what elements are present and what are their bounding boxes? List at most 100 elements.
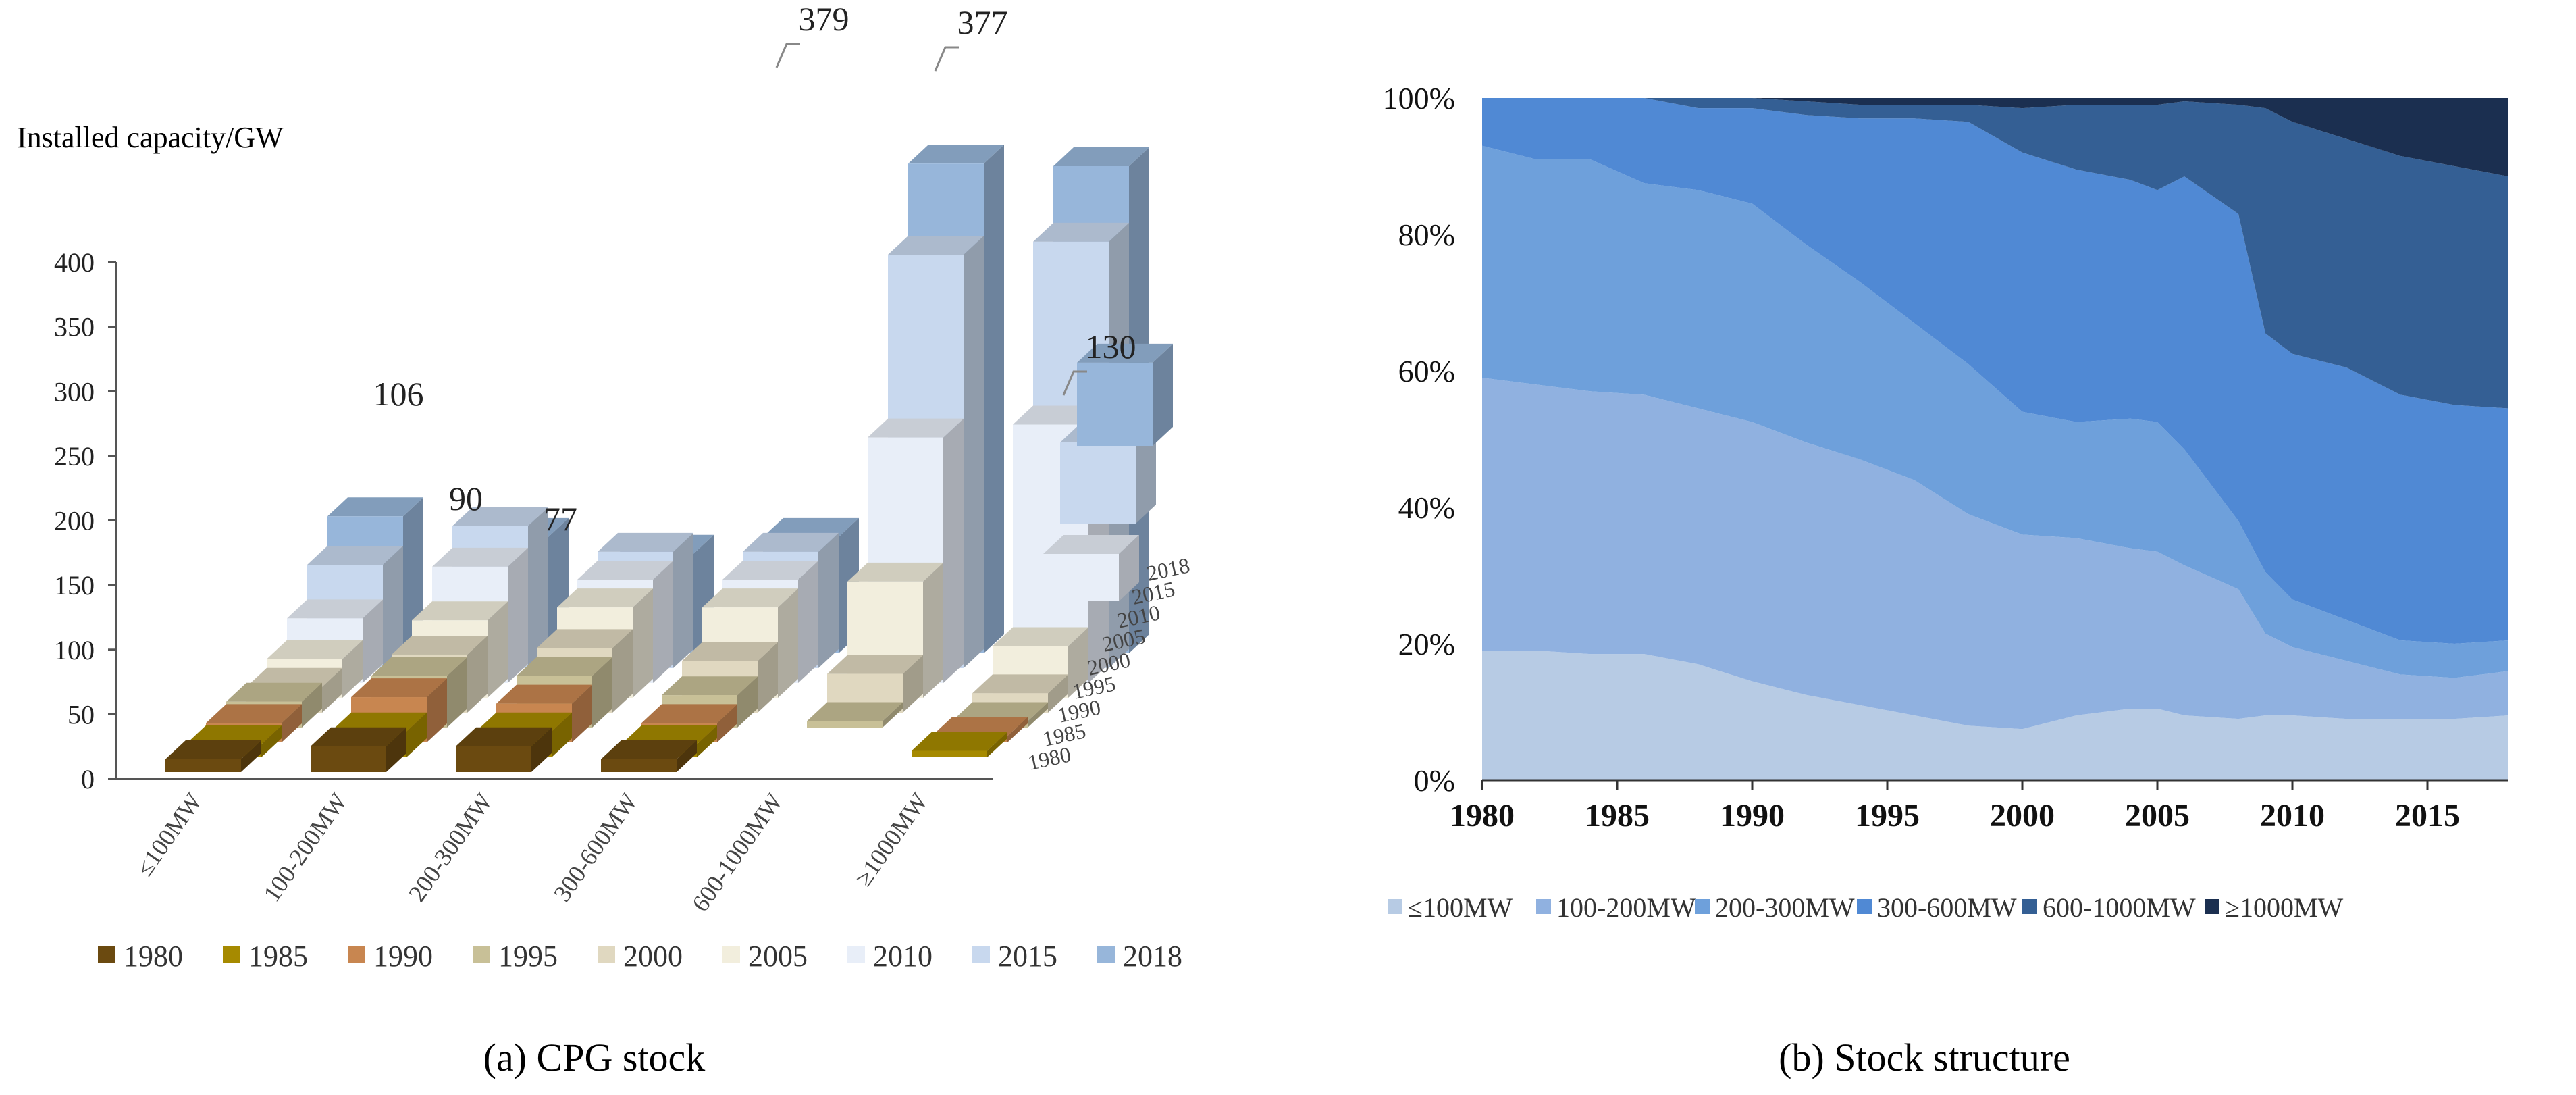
area-600-1000MW [1482,98,2508,409]
bar-top [392,635,488,655]
x-tick-label: 1980 [1450,798,1515,834]
bar-top [722,561,818,580]
category-label: 300-600MW [548,788,642,907]
value-label: 130 [1086,328,1136,365]
bar-side [1048,674,1068,713]
bar-front [1060,442,1136,524]
legend-label: 2005 [748,940,808,973]
value-label: 106 [373,375,424,413]
legend-label: 1980 [124,940,183,973]
bar-side [612,629,633,713]
bar-top [537,629,633,648]
bar-side [241,740,261,772]
bar-top [496,684,592,704]
bar-top [165,740,261,759]
legend-swatch [98,946,115,963]
bar-top [888,236,984,255]
bar-top [452,507,548,526]
bar-top [662,676,758,696]
legend-swatch [972,946,990,963]
bar-1980-1 [311,727,406,772]
bar-top [868,418,964,438]
y-tick-label: 150 [54,570,95,601]
legend-swatch [1695,899,1710,914]
bar-top [912,732,1007,751]
bar-front [912,750,987,757]
bar-side [592,657,612,728]
bar-side [697,725,717,757]
bar-side [673,532,693,668]
bar-top [682,642,778,661]
x-tick-label: 2005 [2125,798,2190,834]
x-tick-label: 1995 [1855,798,1920,834]
legend-label: 2000 [623,940,683,973]
bar-top [847,562,943,582]
bar-top [908,145,1004,164]
bar-top [1053,147,1149,166]
bar-top [432,547,528,567]
area-≥1000MW [1482,98,2508,177]
bar-top [972,674,1068,694]
bar-top [641,704,737,723]
bar-front [1043,554,1119,601]
legend-swatch [1857,899,1872,914]
bar-side [1119,535,1139,601]
y-tick-label: 40% [1398,490,1455,525]
bar-side [342,640,363,698]
bar-side [403,497,423,653]
bar-1980-0 [165,740,261,772]
legend-swatch [2022,899,2037,914]
bar-top [327,497,423,517]
category-label: 600-1000MW [687,788,788,917]
y-tick-label: 80% [1398,218,1455,252]
x-category-labels: ≤100MW 100-200MW 200-300MW 300-600MW 600-100… [131,788,933,917]
y-tick-label: 350 [54,312,95,342]
leader-line [775,43,800,68]
bar-top [267,640,363,659]
legend-swatch [1536,899,1551,914]
legend-label: 1990 [373,940,433,973]
area-300-600MW [1482,98,2508,644]
legend-swatch [722,946,740,963]
x-tick-label: 2010 [2260,798,2325,834]
bar-top [476,712,572,732]
legend-swatch [473,946,490,963]
area-≤100MW [1482,651,2508,780]
y-tick-label: 100 [54,635,95,665]
value-annotations: 106 90 77 379 377 130 [373,0,1136,538]
bar-side [903,655,923,713]
bar-top [311,727,406,746]
legend-label: 1995 [498,940,558,973]
bar-1980-2 [456,727,552,772]
bar-top [206,704,302,723]
legend-label: 600-1000MW [2043,892,2196,923]
bar-front [1077,362,1153,446]
bar-side [488,601,508,698]
bar-side [633,588,653,698]
value-label: 379 [799,0,849,38]
bar-top [763,517,859,537]
bar-side [984,145,1004,654]
bar-top [371,657,467,676]
bar-side [798,561,818,683]
category-label: ≤100MW [131,788,207,881]
bar-top [807,702,903,721]
bar-side [653,561,673,683]
legend-label: 2015 [998,940,1057,973]
bar-front [456,746,531,772]
y-tick-label: 20% [1398,627,1455,661]
bar-side [1136,424,1156,524]
bar-top [577,561,673,580]
bar-side [964,236,984,668]
bar-1980-3 [601,740,697,772]
x-tick-label: 1985 [1585,798,1650,834]
legend-label: 300-600MW [1877,892,2017,923]
legend-swatch [1097,946,1115,963]
bar-1995-4 [807,702,903,728]
y-axis-ticks: 0 50 100 150 200 250 300 350 400 [54,247,116,794]
legend-label: 1985 [248,940,308,973]
bar-side [818,532,839,668]
bar-top [331,712,427,732]
bar-side [467,635,488,713]
bar-side [778,588,798,698]
